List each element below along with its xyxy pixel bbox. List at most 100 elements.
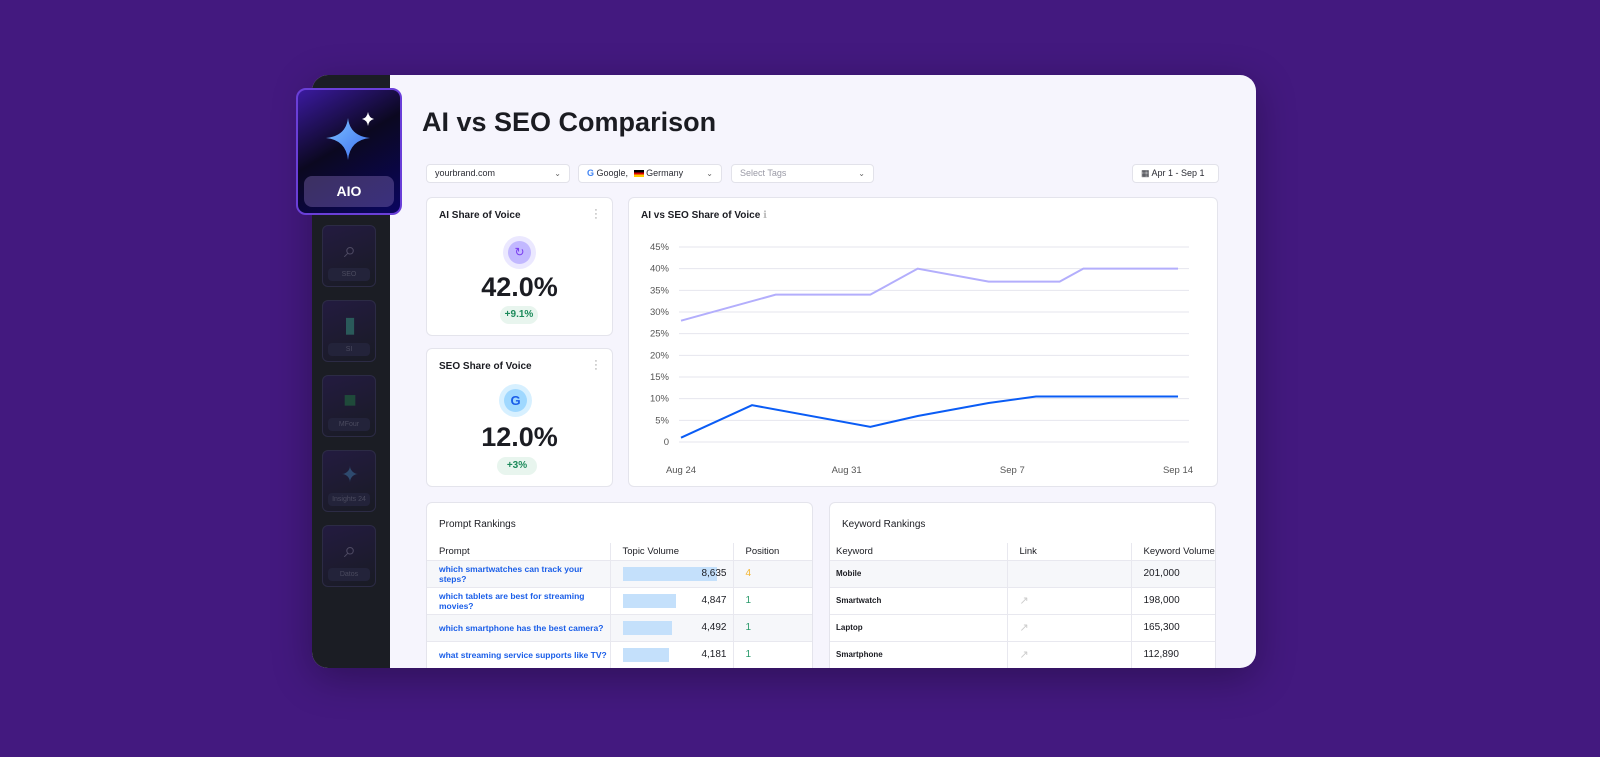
sidebar-item-aio[interactable]: AIO <box>296 88 402 215</box>
topic-volume: 4,181 <box>701 648 727 660</box>
sidebar-item-insights-24[interactable]: ✦ Insights 24 <box>322 450 376 512</box>
sidebar-item-label: SI <box>328 343 370 356</box>
table-row: Laptop ↗ 165,300 <box>830 614 1215 642</box>
sidebar-item-label: MFour <box>328 418 370 431</box>
prompt-link[interactable]: which smartwatches can track your steps? <box>439 563 583 584</box>
x-tick-label: Sep 7 <box>1000 465 1025 476</box>
keyword: Laptop <box>830 614 1007 642</box>
keyword-volume: 165,300 <box>1130 614 1215 642</box>
column-header[interactable]: Prompt <box>427 543 610 561</box>
sparkle-icon: ✦ <box>340 462 360 487</box>
keyword: Smartphone <box>830 641 1007 668</box>
prompt-link[interactable]: which smartphone has the best camera? <box>439 622 604 633</box>
country-value: Germany <box>646 168 684 178</box>
chevron-down-icon: ⌄ <box>554 169 561 178</box>
chat-sparkle-icon: ↻ <box>503 236 536 269</box>
kpi-value: 42.0% <box>481 272 558 302</box>
chart-title: AI vs SEO Share of Voice ℹ <box>641 210 767 221</box>
chart-search-icon: ⌕ <box>343 537 357 562</box>
card-title: Keyword Rankings <box>842 519 926 530</box>
keyword-volume: 201,000 <box>1130 560 1215 588</box>
main-content: AI vs SEO Comparison yourbrand.com ⌄ G Go… <box>390 75 1256 668</box>
column-header[interactable]: Position <box>732 543 812 561</box>
topic-volume-bar: 4,492 <box>622 620 733 635</box>
position: 1 <box>732 641 812 668</box>
table-row: which tablets are best for streaming mov… <box>427 587 812 615</box>
column-header[interactable]: Keyword Volume <box>1130 543 1215 561</box>
topic-volume: 4,492 <box>701 621 727 633</box>
germany-flag-icon <box>633 170 644 177</box>
y-tick-label: 40% <box>650 264 670 275</box>
position: 1 <box>732 614 812 642</box>
document-search-icon: ▮ <box>343 312 357 337</box>
more-options-icon[interactable]: · · · <box>594 355 598 375</box>
info-icon[interactable]: ℹ <box>763 210 767 221</box>
topic-volume-bar: 4,181 <box>622 647 733 662</box>
prompt-link[interactable]: which tablets are best for streaming mov… <box>439 590 585 611</box>
y-tick-label: 30% <box>650 307 670 318</box>
position: 1 <box>732 587 812 615</box>
column-header[interactable]: Link <box>1006 543 1131 561</box>
sidebar-item-label: AIO <box>304 176 394 207</box>
y-tick-label: 10% <box>650 394 670 405</box>
series-line-0 <box>680 267 1178 322</box>
column-header[interactable]: Topic Volume <box>609 543 733 561</box>
prompt-link[interactable]: what streaming service supports like TV? <box>439 649 607 660</box>
chevron-down-icon: ⌄ <box>858 169 865 178</box>
google-icon: G <box>587 168 595 178</box>
table-row: Smartphone ↗ 112,890 <box>830 641 1215 668</box>
keyword-volume: 198,000 <box>1130 587 1215 615</box>
external-link-icon[interactable]: ↗ <box>1019 595 1029 607</box>
external-link-icon[interactable]: ↗ <box>1019 622 1029 634</box>
tags-select[interactable]: Select Tags ⌄ <box>731 164 874 183</box>
sidebar-item-seo[interactable]: ⌕ SEO <box>322 225 376 287</box>
keyword-rankings-card: Keyword Rankings Keyword Link Keyword Volu… <box>829 502 1216 668</box>
topic-volume-bar: 8,635 <box>622 566 733 581</box>
table-row: which smartphone has the best camera? 4,… <box>427 614 812 642</box>
y-tick-label: 0 <box>664 437 669 448</box>
y-tick-label: 45% <box>650 242 670 253</box>
page-title: AI vs SEO Comparison <box>422 107 717 137</box>
kpi-card-ai: AI Share of Voice · · · ↻ 42.0% +9.1% <box>426 197 613 336</box>
external-link-icon[interactable]: ↗ <box>1019 649 1029 661</box>
sidebar-item-datos[interactable]: ⌕ Datos <box>322 525 376 587</box>
engine-country-select[interactable]: G Google, Germany ⌄ <box>578 164 722 183</box>
chevron-down-icon: ⌄ <box>706 169 713 178</box>
square-icon: ■ <box>343 387 357 412</box>
line-chart: 0 5% 10% 15% 20% 25% 30% 35% 40% 45% Aug 24 Aug 31 S… <box>650 242 1193 476</box>
keyword-volume: 112,890 <box>1130 641 1215 668</box>
prompt-rankings-table: Prompt Topic Volume Position which smartwa… <box>427 543 812 668</box>
sidebar-item-si[interactable]: ▮ SI <box>322 300 376 362</box>
kpi-title: AI Share of Voice <box>439 210 521 221</box>
series-line-1 <box>680 395 1178 439</box>
share-of-voice-chart: AI vs SEO Share of Voice ℹ 0 5% 10% 15% 20% 2… <box>628 197 1218 487</box>
x-tick-label: Sep 14 <box>1163 465 1193 476</box>
date-range-value: Apr 1 - Sep 1 <box>1151 168 1205 178</box>
column-header[interactable]: Keyword <box>830 543 1007 561</box>
app-window: ⌕ SEO ▮ SI ■ MFour ✦ Insights 24 ⌕ Datos AI v… <box>312 75 1256 668</box>
sparkle-icon <box>326 112 374 160</box>
card-title: Prompt Rankings <box>439 519 516 530</box>
domain-value: yourbrand.com <box>435 168 496 178</box>
domain-select[interactable]: yourbrand.com ⌄ <box>426 164 570 183</box>
x-tick-label: Aug 31 <box>832 465 862 476</box>
position: 4 <box>732 560 812 588</box>
table-row: what streaming service supports like TV?… <box>427 641 812 668</box>
y-tick-label: 5% <box>655 415 669 426</box>
table-row: Smartwatch ↗ 198,000 <box>830 587 1215 615</box>
kpi-value: 12.0% <box>481 422 558 452</box>
date-range-picker[interactable]: ▦ Apr 1 - Sep 1 <box>1132 164 1219 183</box>
x-tick-label: Aug 24 <box>666 465 696 476</box>
table-row: Mobile 201,000 <box>830 560 1215 588</box>
engine-value: Google, <box>596 168 629 178</box>
table-row: which smartwatches can track your steps?… <box>427 560 812 588</box>
sidebar-item-mfour[interactable]: ■ MFour <box>322 375 376 437</box>
more-options-icon[interactable]: · · · <box>594 204 598 224</box>
y-tick-label: 15% <box>650 372 670 383</box>
google-icon: G <box>499 384 532 417</box>
topic-volume: 8,635 <box>701 567 727 579</box>
kpi-change-badge: +9.1% <box>500 306 538 324</box>
tags-placeholder: Select Tags <box>740 168 787 178</box>
topic-volume: 4,847 <box>701 594 727 606</box>
y-tick-label: 35% <box>650 285 670 296</box>
